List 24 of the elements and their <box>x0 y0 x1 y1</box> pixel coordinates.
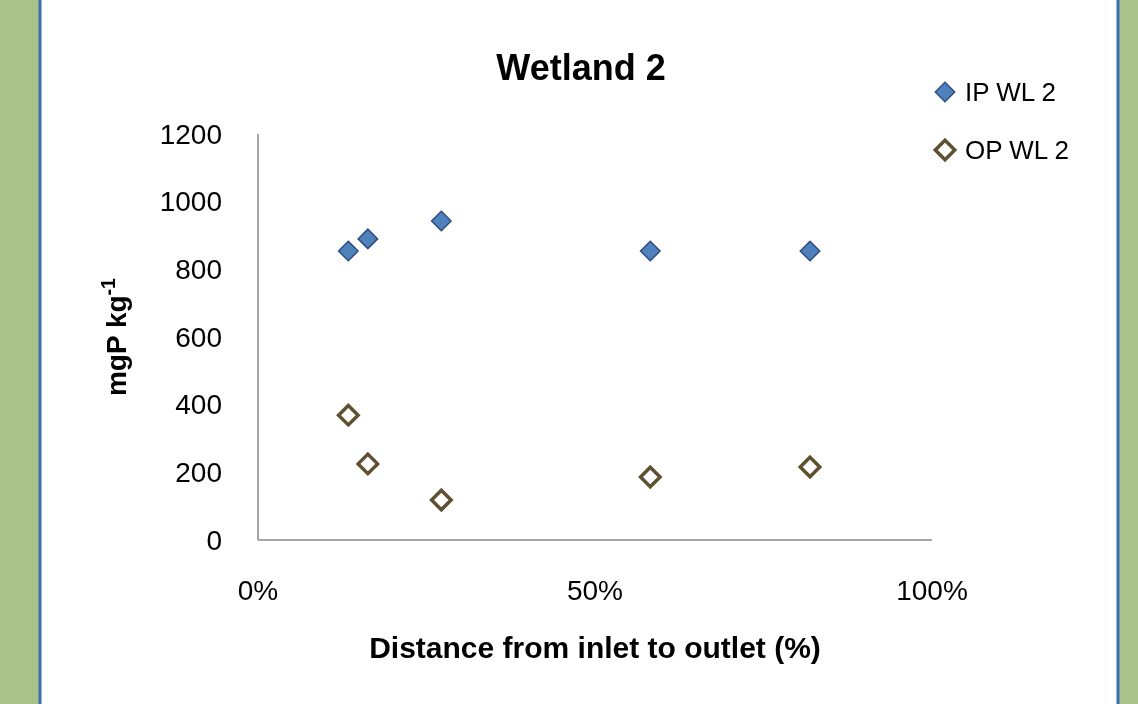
point <box>430 210 452 232</box>
x-tick-label: 0% <box>237 575 279 606</box>
point <box>337 240 359 262</box>
y-tick-label: 800 <box>175 254 222 286</box>
point <box>357 228 379 250</box>
y-tick-label: 600 <box>175 321 222 353</box>
point <box>799 240 821 262</box>
y-tick-label: 0 <box>206 524 222 556</box>
point <box>336 403 360 427</box>
point <box>639 240 661 262</box>
y-tick-label: 1000 <box>159 186 222 218</box>
x-tick-label: 100% <box>896 575 968 606</box>
legend-label: IP WL 2 <box>965 77 1057 108</box>
y-tick-label: 200 <box>175 457 222 489</box>
point <box>356 452 380 476</box>
point <box>798 455 822 479</box>
y-tick-label: 1200 <box>159 118 222 150</box>
point <box>429 488 453 512</box>
legend-label: OP WL 2 <box>965 135 1070 166</box>
x-tick-label: 50% <box>566 575 624 606</box>
chart-title: Wetland 2 <box>496 47 666 88</box>
x-axis-title: Distance from inlet to outlet (%) <box>369 631 821 664</box>
point <box>638 465 662 489</box>
y-tick-label: 400 <box>175 389 222 421</box>
